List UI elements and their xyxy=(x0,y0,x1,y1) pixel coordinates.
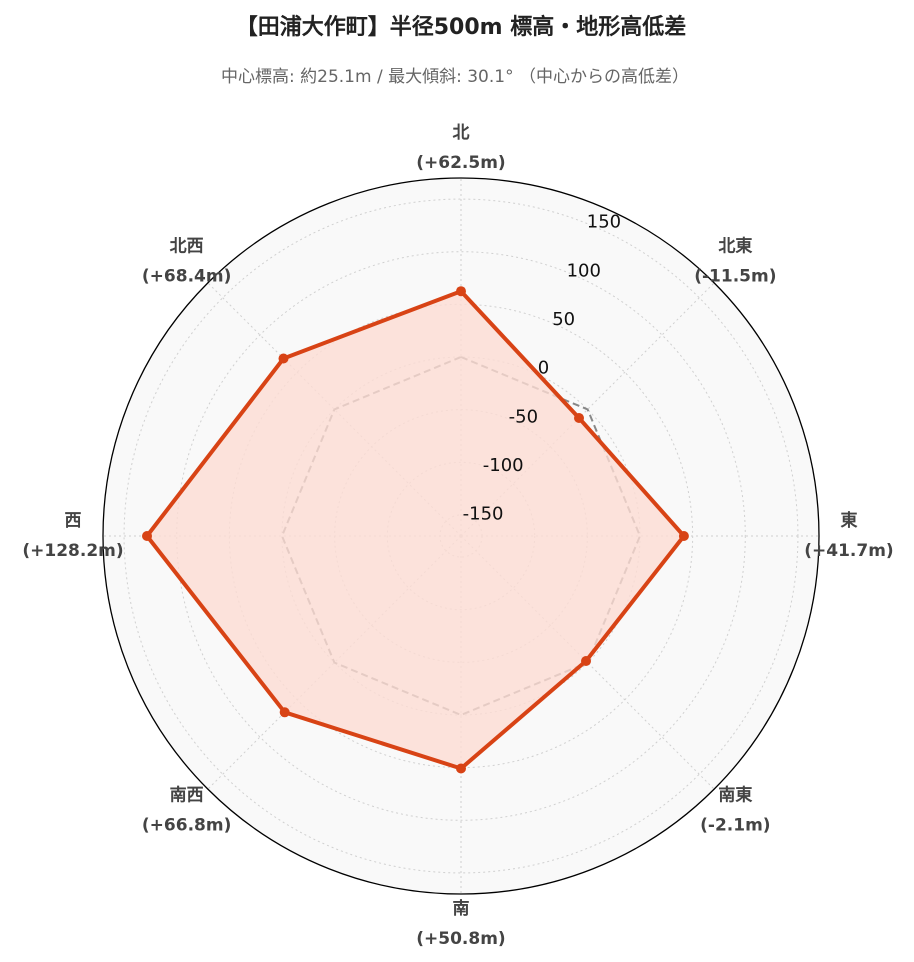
category-label: 北 xyxy=(453,123,470,143)
data-point xyxy=(279,707,290,718)
category-value-label: (+128.2m) xyxy=(22,541,123,561)
category-label: 南東 xyxy=(718,784,752,805)
data-point xyxy=(581,656,592,667)
category-label: 南西 xyxy=(170,784,204,805)
data-point xyxy=(456,763,466,774)
category-value-label: (+62.5m) xyxy=(416,153,505,173)
r-tick-label: 150 xyxy=(587,212,621,233)
category-label: 北西 xyxy=(170,237,204,257)
category-label: 西 xyxy=(65,511,82,531)
data-point xyxy=(678,531,689,541)
data-point xyxy=(142,531,153,541)
grid-circle xyxy=(176,251,746,821)
category-value-label: (+41.7m) xyxy=(804,541,893,561)
category-label: 東 xyxy=(841,510,858,531)
data-point xyxy=(574,412,585,423)
category-value-label: (+66.8m) xyxy=(142,815,231,835)
data-point xyxy=(456,286,466,297)
category-value-label: (+50.8m) xyxy=(416,929,505,949)
data-point xyxy=(278,353,289,364)
r-tick-label: -50 xyxy=(509,406,538,427)
r-tick-label: 100 xyxy=(567,260,601,281)
r-tick-label: -100 xyxy=(483,455,524,476)
category-value-label: (-2.1m) xyxy=(700,815,770,835)
category-value-label: (-11.5m) xyxy=(694,267,776,287)
category-label: 北東 xyxy=(718,236,752,257)
r-tick-label: -150 xyxy=(463,504,504,525)
chart-title: 【田浦大作町】半径500m 標高・地形高低差 xyxy=(236,14,687,40)
category-label: 南 xyxy=(453,898,470,919)
chart-subtitle: 中心標高: 約25.1m / 最大傾斜: 30.1° （中心からの高低差） xyxy=(221,67,689,87)
outer-circle xyxy=(102,177,820,895)
category-value-label: (+68.4m) xyxy=(142,267,231,287)
r-tick-label: 0 xyxy=(538,358,549,379)
r-tick-label: 50 xyxy=(552,309,575,330)
